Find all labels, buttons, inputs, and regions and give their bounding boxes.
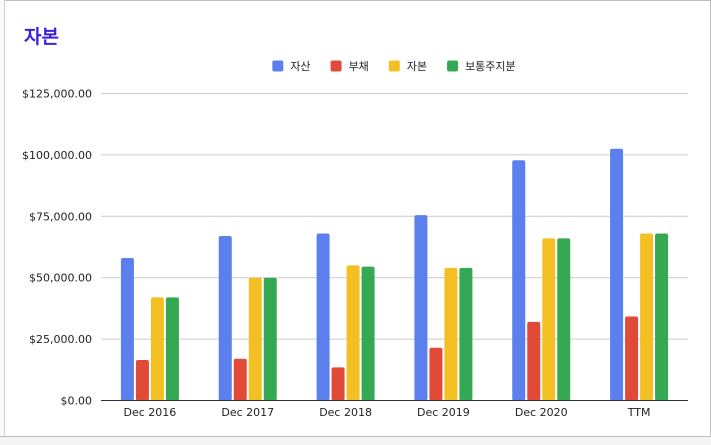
bar [218,235,232,401]
bar [233,358,247,401]
legend-swatch [388,60,400,72]
legend-label: 보통주지분 [465,60,516,73]
bar [640,233,654,401]
bar [655,233,669,401]
sheet-edge-left [0,0,5,444]
legend-label: 자산 [290,60,310,73]
legend-item: 부채 [330,60,369,73]
chart-title: 자본 [24,26,59,48]
legend-swatch [330,60,342,72]
x-tick-label: Dec 2019 [417,406,470,419]
bars [120,148,669,401]
x-tick-label: Dec 2018 [319,406,372,419]
x-tick-label: Dec 2017 [221,406,274,419]
legend-label: 자본 [407,60,427,73]
bar [120,258,134,401]
bar [459,267,473,401]
bar [557,238,571,401]
bar [414,215,428,401]
y-tick-label: $50,000.00 [29,272,92,285]
bar [346,265,360,401]
bar [165,297,179,401]
legend-label: 부채 [349,60,369,73]
legend-swatch [272,60,284,72]
bar [248,277,262,401]
y-tick-label: $0.00 [61,395,93,408]
bar [444,267,458,401]
y-tick-label: $75,000.00 [29,210,92,223]
x-tick-label: Dec 2020 [515,406,568,419]
x-tick-label: Dec 2016 [124,406,177,419]
bar [625,316,639,401]
legend-item: 자본 [388,60,427,73]
y-tick-label: $100,000.00 [22,149,92,162]
bar [331,367,345,401]
bar [610,148,624,401]
bar [429,347,443,401]
bar [263,277,277,401]
legend-item: 보통주지분 [447,60,516,73]
y-axis-ticks: $0.00 $25,000.00 $50,000.00 $75,000.00 $100,… [22,88,92,408]
sheet-edge-bottom [0,436,711,445]
x-axis-ticks: Dec 2016 Dec 2017 Dec 2018 Dec 2019 Dec 2020… [124,406,651,419]
bar [316,233,330,401]
bar [527,321,541,401]
y-tick-label: $25,000.00 [29,333,92,346]
x-tick-label: TTM [627,406,651,419]
bar [512,160,526,401]
y-tick-label: $125,000.00 [22,88,92,101]
legend-swatch [447,60,459,72]
bar [361,266,375,401]
bar [542,238,556,401]
gridlines [101,93,688,340]
legend: 자산 부채 자본 보통주지분 [272,60,516,73]
bar [150,297,164,401]
legend-item: 자산 [272,60,311,73]
bar [135,359,149,401]
